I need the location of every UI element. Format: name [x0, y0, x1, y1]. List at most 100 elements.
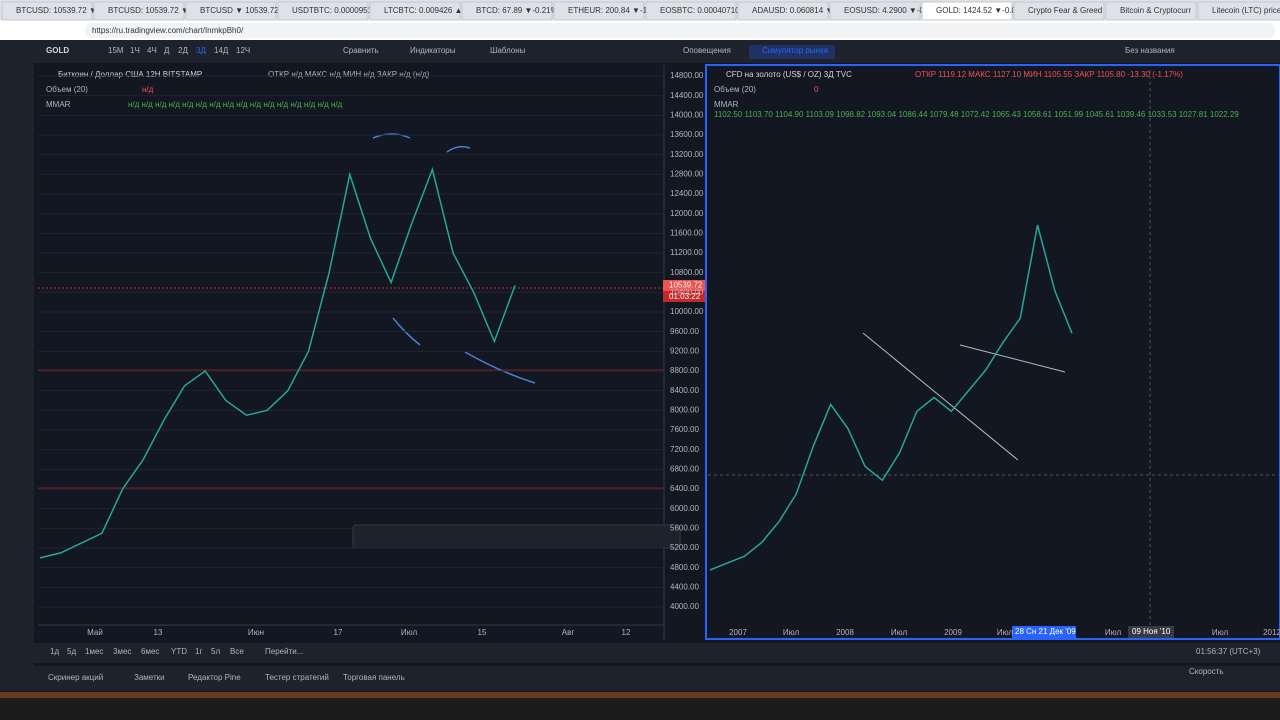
top-toolbar — [0, 40, 1280, 63]
volume-label: Объем (20) — [714, 85, 756, 94]
tab[interactable] — [553, 1, 645, 21]
tab[interactable] — [1013, 1, 1105, 21]
range-button[interactable]: Все — [230, 647, 244, 656]
toolbar-button[interactable]: Шаблоны — [490, 46, 526, 55]
price-tick-label: 8800.00 — [670, 366, 699, 375]
x-tick-label: 15 — [478, 628, 487, 637]
price-tick-label: 13200.00 — [670, 150, 704, 159]
mmar-values: 1102.50 1103.70 1104.90 1103.09 1098.82 … — [714, 110, 1239, 119]
bottom-tab[interactable]: Заметки — [134, 673, 165, 682]
range-button[interactable]: 3мес — [113, 647, 131, 656]
tab-title: EOSBTC: 0.00040710 — [660, 6, 740, 15]
price-line — [709, 224, 1073, 571]
interval[interactable]: 1Ч — [130, 46, 140, 55]
tab-title: BTCUSD: 10539.72 ▼- — [16, 6, 100, 15]
x-tick-label: Июн — [248, 628, 264, 637]
tab[interactable] — [737, 1, 829, 21]
tab[interactable] — [369, 1, 461, 21]
interval[interactable]: 3Д — [196, 46, 206, 55]
range-bar — [0, 643, 1280, 663]
interval[interactable]: 12Ч — [236, 46, 250, 55]
tab-title: ADAUSD: 0.060814 ▼ — [752, 6, 833, 15]
x-tick-label: Авг — [562, 628, 575, 637]
x-tick-label: 12 — [622, 628, 631, 637]
price-tick-label: 14000.00 — [670, 110, 704, 119]
tab-title: EOSUSD: 4.2900 ▼-0 — [844, 6, 925, 15]
bottom-tab[interactable]: Торговая панель — [343, 673, 405, 682]
interval[interactable]: 15М — [108, 46, 124, 55]
tab-title: LTCBTC: 0.009426 ▲ — [384, 6, 462, 15]
toolbar-button[interactable]: Сравнить — [343, 46, 379, 55]
volume-value: 0 — [814, 85, 819, 94]
interval[interactable]: Д — [164, 46, 170, 55]
price-tick-label: 13600.00 — [670, 130, 704, 139]
price-tick-label: 4000.00 — [670, 602, 699, 611]
price-tick-label: 7200.00 — [670, 445, 699, 454]
range-button[interactable]: YTD — [171, 647, 187, 656]
tab-title: BTCUSD: 10539.72 ▼ — [108, 6, 189, 15]
replay-button-bg[interactable] — [749, 45, 835, 59]
bottom-tab[interactable]: Редактор Pine — [188, 673, 241, 682]
tab[interactable] — [645, 1, 737, 21]
price-tick-label: 9600.00 — [670, 327, 699, 336]
tab[interactable] — [277, 1, 369, 21]
tab-title: BTCUSD ▼ 10539.72 — [200, 6, 279, 15]
tab[interactable] — [461, 1, 553, 21]
x-tick-label: 2009 — [944, 628, 962, 637]
last-price-box — [663, 280, 705, 291]
x-tick-label: 2007 — [729, 628, 747, 637]
tab[interactable] — [921, 1, 1013, 21]
toolbar-button[interactable]: Индикаторы — [410, 46, 456, 55]
x-tick-label: 13 — [154, 628, 163, 637]
tab-title: Litecoin (LTC) price — [1212, 6, 1280, 15]
x-tick-label: Июл — [1212, 628, 1229, 637]
price-tick-label: 12800.00 — [670, 169, 704, 178]
volume-label: Объем (20) — [46, 85, 88, 94]
toolbar-button[interactable]: Оповещения — [683, 46, 731, 55]
ohlc: ОТКР 1119.12 МАКС 1127.10 МИН 1105.55 ЗА… — [915, 70, 1183, 79]
interval[interactable]: 4Ч — [147, 46, 157, 55]
symbol[interactable]: GOLD — [46, 46, 69, 55]
countdown-box — [663, 291, 705, 302]
url-field[interactable] — [85, 23, 1275, 38]
bottom-tab[interactable]: Скринер акций — [48, 673, 103, 682]
tab[interactable] — [93, 1, 185, 21]
tab[interactable] — [829, 1, 921, 21]
tab-title: ETHEUR: 200.84 ▼-1 — [568, 6, 648, 15]
tab[interactable] — [1, 1, 93, 21]
tab[interactable] — [185, 1, 277, 21]
x-tick-label: Июл — [997, 628, 1014, 637]
tab-title: USDTBTC: 0.0000951 — [292, 6, 373, 15]
tab-title: BTCD: 67.89 ▼-0.21% — [476, 6, 558, 15]
goto-button[interactable]: Перейти... — [265, 647, 303, 656]
range-button[interactable]: 6мес — [141, 647, 159, 656]
trend-line — [959, 344, 1066, 373]
tab[interactable] — [1105, 1, 1197, 21]
interval[interactable]: 2Д — [178, 46, 188, 55]
x-tick-label: Май — [87, 628, 103, 637]
mmar-values: н/д н/д н/д н/д н/д н/д н/д н/д н/д н/д … — [128, 100, 343, 109]
right-pane — [705, 64, 1280, 640]
range-button[interactable]: 1мес — [85, 647, 103, 656]
toolbar-button[interactable]: Симулятор рынка — [762, 46, 829, 55]
range-button[interactable]: 5л — [211, 647, 220, 656]
price-tick-label: 5200.00 — [670, 543, 699, 552]
bottom-tab[interactable]: Тестер стратегий — [265, 673, 329, 682]
tab-title: Crypto Fear & Greed — [1028, 6, 1102, 15]
volume-value: н/д — [142, 85, 154, 94]
price-tick-label: 9200.00 — [670, 346, 699, 355]
range-button[interactable]: 1г — [195, 647, 202, 656]
price-tick-label: 8400.00 — [670, 386, 699, 395]
price-tick-label: 4400.00 — [670, 582, 699, 591]
tab[interactable] — [1197, 1, 1280, 21]
price-tick-label: 7600.00 — [670, 425, 699, 434]
price-tick-label: 10000.00 — [670, 307, 704, 316]
interval[interactable]: 14Д — [214, 46, 229, 55]
range-button[interactable]: 5д — [67, 647, 76, 656]
x-tick-label: 17 — [334, 628, 343, 637]
toolbar-button[interactable]: Без названия — [1125, 46, 1175, 55]
range-button[interactable]: 1д — [50, 647, 59, 656]
x-tick-label: Июл — [1105, 628, 1122, 637]
taskbar — [0, 698, 1280, 720]
